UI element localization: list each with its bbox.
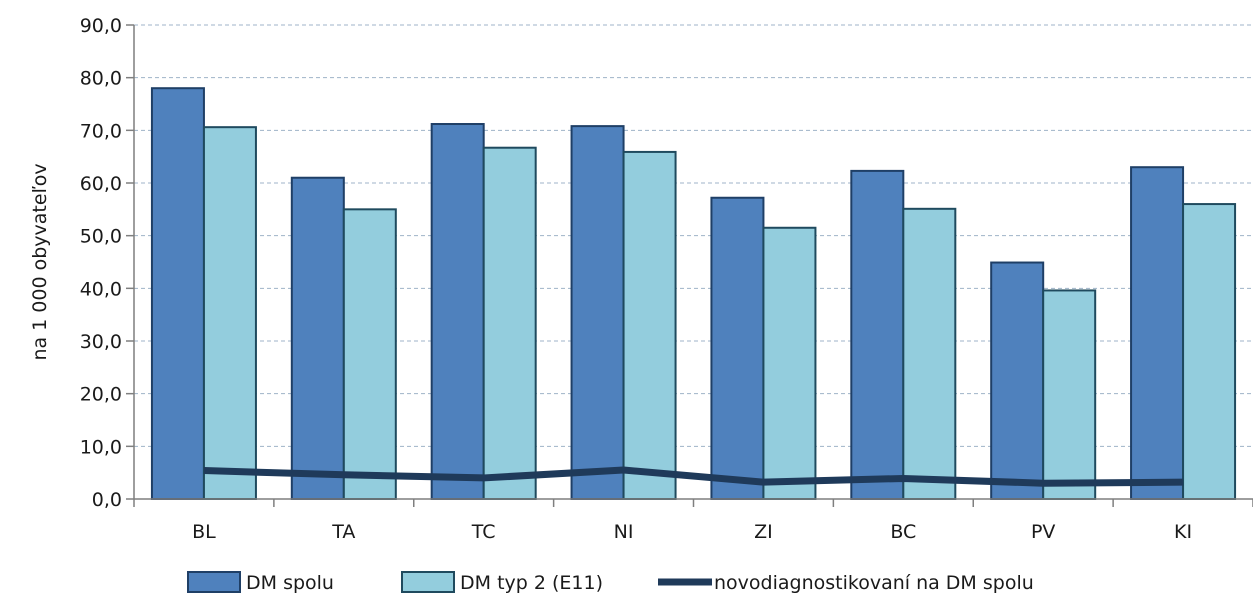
bar-dm-spolu-ta bbox=[290, 176, 345, 500]
line-series bbox=[203, 466, 1184, 487]
y-tick-label: 0,0 bbox=[92, 489, 122, 511]
bar-dm-typ2-ki bbox=[1182, 203, 1237, 500]
legend-label-novodiagnostikovani: novodiagnostikovaní na DM spolu bbox=[714, 572, 1034, 594]
y-tick-label: 20,0 bbox=[80, 384, 122, 406]
bar-dm-typ2-ta bbox=[342, 208, 397, 500]
bar-dm-typ2-tc bbox=[482, 146, 537, 500]
x-tick-label-bl: BL bbox=[192, 521, 216, 543]
line-novodiagnostikovani bbox=[203, 466, 1184, 487]
y-tick-label: 50,0 bbox=[80, 226, 122, 248]
bar-dm-spolu-tc bbox=[430, 123, 485, 500]
bar-dm-typ2-bc bbox=[902, 207, 957, 500]
bar-dm-spolu-ki bbox=[1130, 166, 1185, 500]
bar-dm-typ2-ni bbox=[622, 150, 677, 500]
x-tick-label-ki: KI bbox=[1174, 521, 1192, 543]
y-tick-label: 80,0 bbox=[80, 68, 122, 90]
bar-dm-spolu-bc bbox=[850, 169, 905, 501]
axis-labels: 0,0 10,0 20,0 30,0 40,0 50,0 60,0 70,0 80,0 90,0 B… bbox=[29, 15, 1192, 543]
y-tick-label: 90,0 bbox=[80, 15, 122, 37]
axes bbox=[126, 24, 1253, 507]
y-tick-label: 30,0 bbox=[80, 331, 122, 353]
x-tick-label-bc: BC bbox=[890, 521, 916, 543]
x-tick-label-tc: TC bbox=[471, 521, 496, 543]
legend-swatch-dm-typ2 bbox=[401, 571, 455, 593]
x-tick-label-pv: PV bbox=[1031, 521, 1055, 543]
bar-dm-typ2-bl bbox=[202, 126, 257, 500]
bar-dm-typ2-zi bbox=[762, 226, 817, 500]
y-axis-title: na 1 000 obyvateľov bbox=[29, 163, 51, 360]
y-tick-label: 60,0 bbox=[80, 173, 122, 195]
legend-swatch-dm-spolu bbox=[187, 571, 241, 593]
x-tick-label-zi: ZI bbox=[754, 521, 773, 543]
legend: DM spolu DM typ 2 (E11) novodiagnostikovan… bbox=[187, 571, 1034, 594]
bar-dm-spolu-zi bbox=[710, 196, 765, 500]
bar-dm-spolu-pv bbox=[990, 261, 1045, 500]
bars bbox=[150, 87, 1237, 501]
bar-dm-typ2-pv bbox=[1042, 289, 1097, 500]
y-tick-label: 10,0 bbox=[80, 436, 122, 458]
y-tick-label: 40,0 bbox=[80, 278, 122, 300]
legend-label-dm-spolu: DM spolu bbox=[246, 572, 334, 594]
x-tick-label-ni: NI bbox=[614, 521, 634, 543]
bar-dm-spolu-ni bbox=[570, 125, 625, 501]
x-tick-label-ta: TA bbox=[331, 521, 355, 543]
y-tick-label: 70,0 bbox=[80, 120, 122, 142]
bar-dm-spolu-bl bbox=[150, 87, 205, 500]
legend-label-dm-typ2: DM typ 2 (E11) bbox=[460, 572, 603, 594]
